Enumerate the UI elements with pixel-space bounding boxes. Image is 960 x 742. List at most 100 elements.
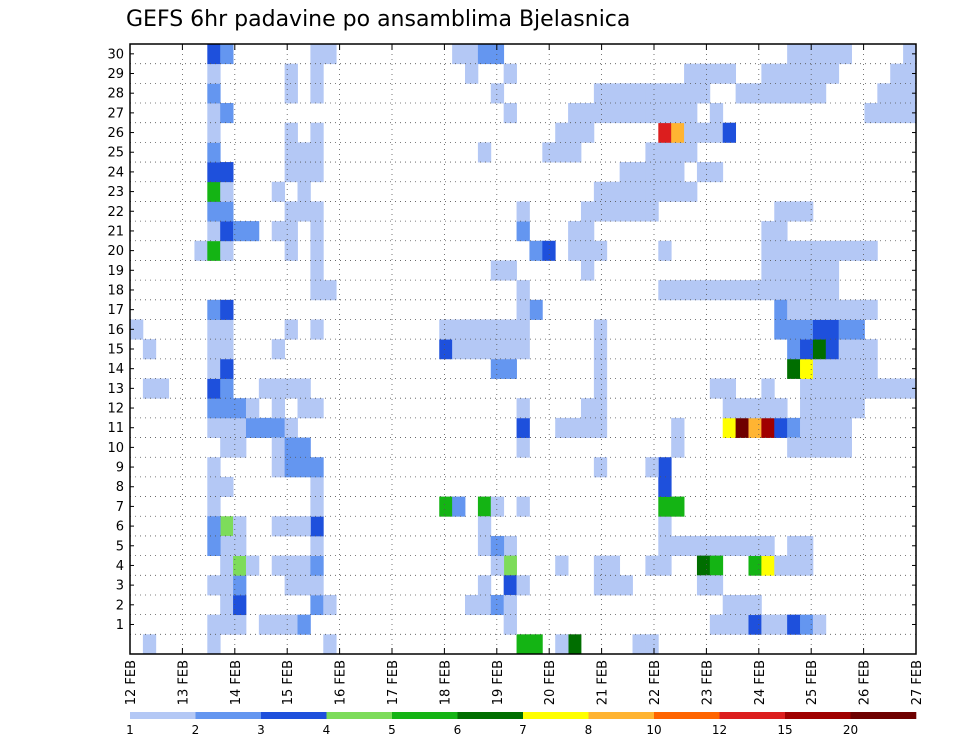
heatmap-cell — [696, 83, 711, 104]
heatmap-cell — [310, 122, 324, 143]
heatmap-cell — [761, 398, 775, 419]
heatmap-cell — [310, 280, 324, 301]
heatmap-cell — [580, 103, 595, 124]
heatmap-cell — [477, 44, 492, 65]
grid-lines — [130, 44, 916, 654]
heatmap-cell — [310, 555, 324, 576]
heatmap-cell — [864, 103, 878, 124]
y-tick-label: 8 — [116, 480, 124, 495]
heatmap-cell — [207, 417, 221, 438]
heatmap-cell — [503, 614, 517, 635]
heatmap-cell — [271, 221, 286, 242]
heatmap-cell — [297, 201, 311, 222]
heatmap-cell — [696, 280, 711, 301]
heatmap-cell — [722, 614, 737, 635]
heatmap-cell — [748, 535, 762, 557]
heatmap-cell — [516, 339, 530, 360]
heatmap-cell — [490, 319, 505, 340]
heatmap-cell — [735, 280, 749, 301]
heatmap-cell — [207, 142, 221, 163]
heatmap-cell — [310, 221, 324, 242]
heatmap-cell — [800, 201, 814, 222]
heatmap-cell — [220, 417, 234, 438]
heatmap-cell — [851, 339, 865, 360]
heatmap-cell — [761, 240, 775, 261]
heatmap-cell — [516, 496, 530, 517]
heatmap-cell — [890, 83, 904, 104]
heatmap-cell — [310, 594, 324, 616]
heatmap-cell — [207, 476, 221, 497]
y-axis: 1234567891011121314151617181920212223242… — [107, 47, 916, 633]
x-tick-label: 13 FEB — [176, 660, 191, 705]
heatmap-cell — [220, 614, 234, 635]
y-tick-label: 19 — [107, 264, 124, 279]
heatmap-cell — [658, 496, 672, 517]
heatmap-cell — [220, 555, 234, 576]
colorbar-label: 4 — [323, 723, 331, 737]
heatmap-cell — [477, 142, 492, 163]
heatmap-cell — [645, 83, 659, 104]
heatmap-cell — [748, 594, 762, 616]
heatmap-cell — [323, 280, 337, 301]
heatmap-cell — [787, 437, 801, 458]
heatmap-cell — [207, 181, 221, 202]
heatmap-cell — [838, 299, 852, 320]
heatmap-cell — [323, 44, 337, 65]
heatmap-cell — [787, 555, 801, 576]
y-tick-label: 16 — [107, 323, 124, 338]
heatmap-cell — [284, 142, 298, 163]
x-tick-label: 20 FEB — [543, 660, 558, 705]
heatmap-cell — [671, 280, 685, 301]
heatmap-cell — [310, 457, 324, 478]
heatmap-cell — [606, 103, 621, 124]
x-tick-label: 16 FEB — [334, 660, 349, 705]
heatmap-cell — [812, 417, 827, 438]
heatmap-cell — [800, 437, 814, 458]
heatmap-cell — [709, 162, 724, 183]
heatmap-cell — [800, 63, 814, 84]
heatmap-cell — [477, 594, 492, 616]
heatmap-cell — [284, 437, 298, 458]
heatmap-cell — [503, 594, 517, 616]
heatmap-cell — [761, 221, 775, 242]
colorbar-label: 3 — [257, 723, 265, 737]
heatmap-cell — [696, 63, 711, 84]
heatmap-cell — [593, 555, 608, 576]
heatmap-cell — [465, 339, 479, 360]
heatmap-cell — [838, 319, 852, 340]
heatmap-cell — [310, 319, 324, 340]
heatmap-cell — [632, 83, 646, 104]
heatmap-cell — [233, 594, 247, 616]
y-tick-label: 20 — [107, 244, 124, 259]
heatmap-cell — [516, 417, 530, 438]
heatmap-cell — [516, 221, 530, 242]
heatmap-cell — [284, 240, 298, 261]
heatmap-cell — [568, 634, 582, 655]
heatmap-cell — [593, 417, 608, 438]
heatmap-cell — [748, 398, 762, 419]
colorbar-swatch — [719, 712, 786, 719]
heatmap-cell — [632, 162, 646, 183]
heatmap-cell — [825, 319, 840, 340]
heatmap-cell — [452, 44, 466, 65]
heatmap-cell — [696, 535, 711, 557]
heatmap-cell — [632, 634, 646, 655]
heatmap-cell — [490, 496, 505, 517]
heatmap-cell — [271, 378, 286, 399]
colorbar-swatch — [588, 712, 655, 719]
heatmap-cells — [130, 44, 917, 655]
heatmap-cell — [271, 457, 286, 478]
heatmap-cell — [645, 555, 659, 576]
heatmap-cell — [645, 201, 659, 222]
heatmap-cell — [800, 614, 814, 635]
heatmap-cell — [207, 378, 221, 399]
heatmap-cell — [593, 575, 608, 596]
heatmap-cell — [297, 614, 311, 635]
heatmap-cell — [207, 535, 221, 557]
y-tick-label: 23 — [107, 185, 124, 200]
heatmap-cell — [490, 339, 505, 360]
y-tick-label: 17 — [107, 303, 124, 318]
heatmap-cell — [800, 417, 814, 438]
heatmap-cell — [580, 201, 595, 222]
heatmap-cell — [310, 260, 324, 281]
